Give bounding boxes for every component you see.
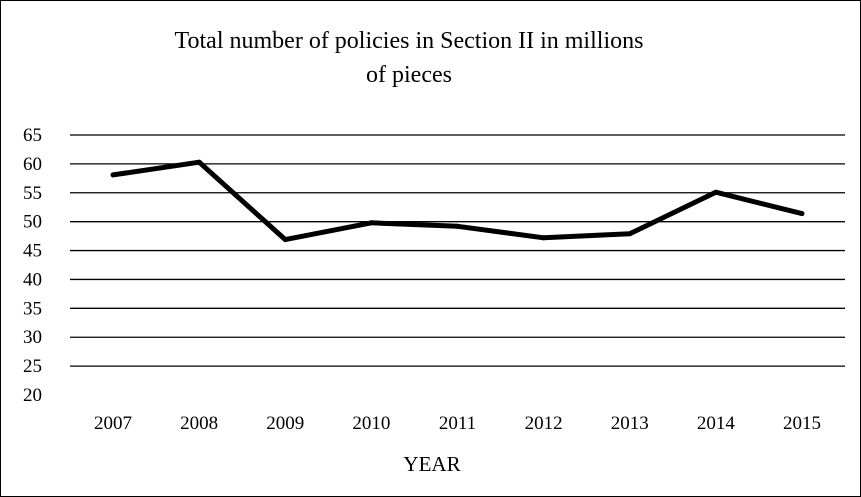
data-point-2011 — [455, 223, 460, 229]
x-tick-label-2009: 2009 — [266, 413, 304, 434]
chart-title-line-1: Total number of policies in Section II i… — [175, 28, 644, 54]
x-tick-label-2012: 2012 — [525, 413, 563, 434]
x-axis-tick-labels: 2007 2008 2009 2010 2011 2012 2013 2014 2015 — [94, 413, 821, 434]
data-point-2008 — [196, 159, 202, 165]
gridlines — [70, 134, 845, 367]
x-tick-label-2013: 2013 — [611, 413, 649, 434]
x-tick-label-2014: 2014 — [697, 413, 736, 434]
y-tick-label-35: 35 — [23, 298, 42, 319]
data-point-2015 — [799, 211, 805, 217]
y-tick-label-40: 40 — [23, 269, 42, 290]
y-tick-label-20: 20 — [23, 385, 42, 406]
x-tick-label-2010: 2010 — [352, 413, 390, 434]
y-tick-label-45: 45 — [23, 241, 42, 262]
series-layer — [110, 159, 805, 243]
y-tick-label-60: 60 — [23, 154, 42, 175]
data-point-2013 — [627, 231, 633, 237]
y-tick-label-30: 30 — [23, 327, 42, 348]
data-point-2010 — [368, 220, 374, 226]
chart-title-line-2: of pieces — [366, 62, 452, 88]
x-tick-label-2008: 2008 — [180, 413, 218, 434]
y-tick-label-65: 65 — [23, 125, 42, 146]
data-point-2012 — [541, 235, 547, 241]
x-tick-label-2015: 2015 — [783, 413, 821, 434]
y-tick-label-55: 55 — [23, 183, 42, 204]
y-axis-tick-labels: 20 25 30 35 40 45 50 55 60 65 — [23, 125, 42, 406]
x-tick-label-2011: 2011 — [439, 413, 476, 434]
data-point-2007 — [110, 172, 116, 178]
x-axis-title: YEAR — [403, 452, 460, 476]
x-tick-label-2007: 2007 — [94, 413, 132, 434]
data-point-2014 — [713, 189, 719, 195]
y-tick-label-50: 50 — [23, 212, 42, 233]
y-tick-label-25: 25 — [23, 356, 42, 377]
data-point-2009 — [282, 237, 288, 243]
